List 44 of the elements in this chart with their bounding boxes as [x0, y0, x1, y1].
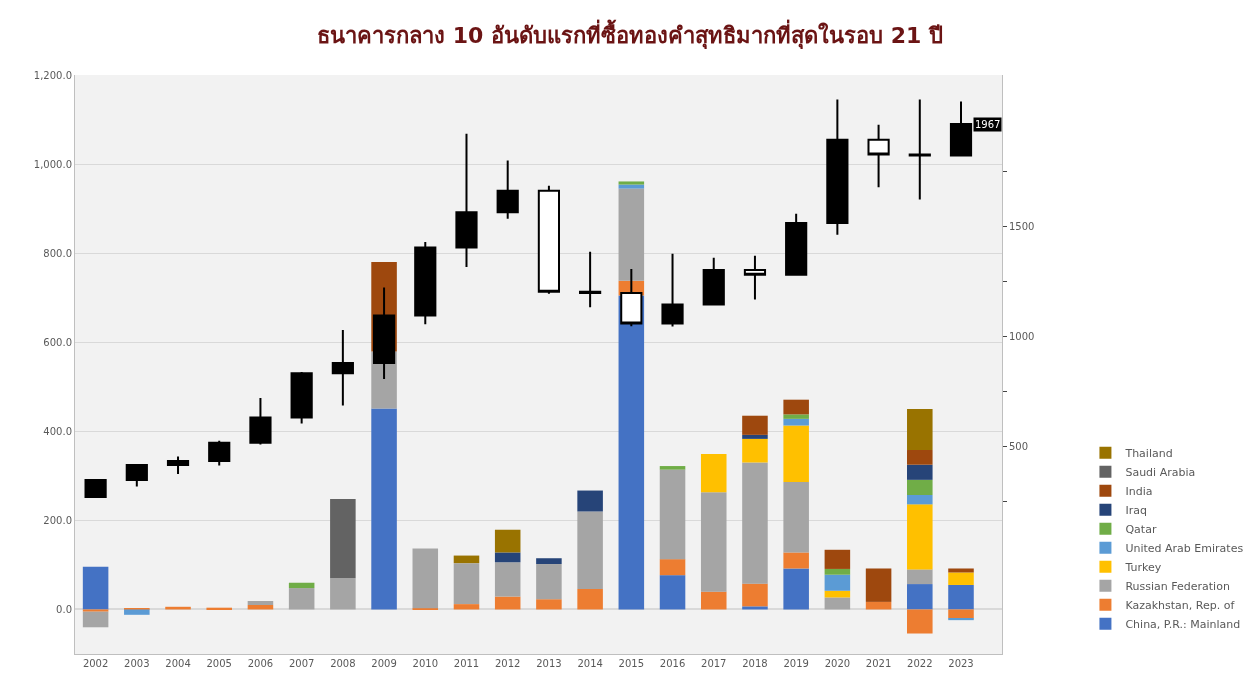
x-tick-label: 2017: [701, 658, 727, 669]
x-tick-label: 2012: [494, 658, 521, 669]
legend-label: India: [1125, 484, 1153, 498]
x-tick-label: 2016: [659, 658, 686, 669]
x-tick-label: 2014: [577, 658, 603, 669]
x-tick-label: 2006: [247, 658, 274, 669]
x-tick-label: 2021: [865, 658, 892, 669]
y-tick-label: 400.0: [43, 425, 72, 437]
y-tick-label: 600.0: [43, 336, 72, 348]
x-tick-label: 2018: [742, 658, 768, 669]
x-tick-label: 2010: [412, 658, 439, 669]
text: 1967: [975, 119, 1001, 130]
x-tick-label: 2011: [453, 658, 480, 669]
x-tick-label: 2009: [371, 658, 397, 669]
legend-label: Iraq: [1125, 503, 1147, 517]
y2-tick-label: 1500: [1009, 221, 1035, 233]
legend-label: Turkey: [1124, 560, 1162, 574]
legend-label: China, P.R.: Mainland: [1125, 617, 1241, 631]
y-tick-label: 200.0: [43, 514, 72, 526]
x-tick-label: 2015: [618, 658, 645, 669]
x-tick-label: 2007: [288, 658, 315, 669]
legend-label: United Arab Emirates: [1125, 541, 1244, 555]
legend-label: Qatar: [1125, 522, 1157, 536]
chart-title: ธนาคารกลาง 10 อันดับแรกที่ซื้อทองคำสุทธิมากที่สุดในรอบ 21 ปี: [317, 19, 943, 51]
legend-label: Thailand: [1124, 446, 1173, 460]
legend-label: Kazakhstan, Rep. of: [1125, 598, 1236, 612]
x-tick-label: 2004: [165, 658, 191, 669]
legend-label: Saudi Arabia: [1125, 465, 1196, 479]
x-tick-label: 2005: [206, 658, 232, 669]
x-tick-label: 2003: [124, 658, 150, 669]
x-tick-label: 2020: [824, 658, 851, 669]
y-tick-label: 1,200.0: [33, 69, 72, 81]
y-tick-label: 800.0: [43, 247, 72, 259]
legend-label: Russian Federation: [1125, 579, 1230, 593]
y2-tick-label: 1000: [1009, 331, 1035, 343]
x-tick-label: 2019: [783, 658, 809, 669]
x-tick-label: 2008: [330, 658, 356, 669]
x-tick-label: 2023: [948, 658, 974, 669]
x-tick-label: 2002: [82, 658, 109, 669]
x-tick-label: 2022: [907, 658, 933, 669]
y-tick-label: 0.0: [56, 603, 72, 615]
y2-tick-label: 500: [1009, 441, 1029, 453]
y-tick-label: 1,000.0: [33, 158, 72, 170]
x-tick-label: 2013: [536, 658, 562, 669]
